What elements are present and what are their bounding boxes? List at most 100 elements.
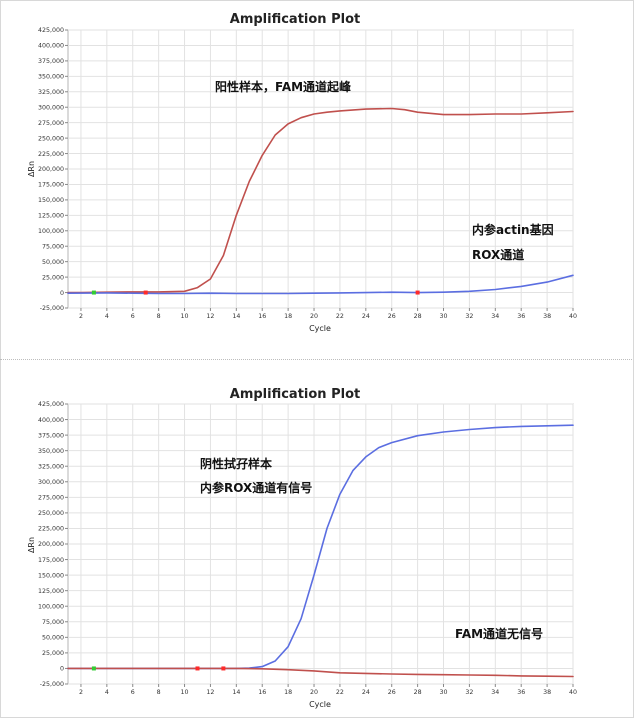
y-tick-label: 325,000 — [38, 89, 64, 96]
y-tick-label: 125,000 — [38, 588, 64, 595]
series-line-2 — [67, 667, 574, 678]
x-tick-label: 8 — [157, 313, 161, 320]
x-tick-label: 24 — [362, 689, 370, 696]
y-tick-label: 175,000 — [38, 182, 64, 189]
gridlines — [65, 403, 574, 687]
x-tick-label: 30 — [440, 689, 448, 696]
y-tick-label: 25,000 — [42, 650, 64, 657]
y-tick-label: 375,000 — [38, 432, 64, 439]
x-tick-label: 12 — [206, 313, 214, 320]
y-tick-label: 100,000 — [38, 603, 64, 610]
y-tick-label: 225,000 — [38, 151, 64, 158]
threshold-markers — [91, 666, 226, 671]
threshold-marker — [143, 290, 148, 295]
chart-2-svg: -25,000 0 25,000 50,000 75,000 100,000 125,000… — [27, 387, 577, 709]
x-tick-label: 4 — [105, 689, 109, 696]
y-tick-label: 275,000 — [38, 495, 64, 502]
x-tick-label: 18 — [284, 313, 292, 320]
x-tick-label: 30 — [440, 313, 448, 320]
y-tick-label: 225,000 — [38, 526, 64, 533]
annotation-actin-gene: 内参actin基因 — [472, 222, 554, 237]
x-tick-label: 26 — [388, 689, 396, 696]
y-tick-label: 150,000 — [38, 572, 64, 579]
chart-title: Amplification Plot — [230, 387, 360, 402]
y-tick-label: 400,000 — [38, 417, 64, 424]
y-tick-label: 275,000 — [38, 120, 64, 127]
y-tick-label: 300,000 — [38, 104, 64, 111]
series-lines — [67, 107, 574, 295]
x-tick-labels: 2 4 6 8 10 12 14 16 18 20 22 24 26 28 30 32 34 36 38 40 — [79, 313, 577, 320]
annotation-fam-positive: 阳性样本，FAM通道起峰 — [215, 79, 352, 94]
y-tick-label: 325,000 — [38, 463, 64, 470]
annotation-rox-signal: 内参ROX通道有信号 — [200, 480, 312, 495]
x-tick-label: 36 — [517, 689, 525, 696]
x-tick-label: 36 — [517, 313, 525, 320]
series-line-2 — [67, 274, 574, 295]
x-tick-label: 40 — [569, 313, 577, 320]
y-tick-labels: -25,000 0 25,000 50,000 75,000 100,000 125,000… — [38, 27, 64, 312]
x-tick-label: 8 — [157, 689, 161, 696]
x-tick-label: 34 — [491, 689, 499, 696]
x-tick-label: 4 — [105, 313, 109, 320]
x-tick-label: 2 — [79, 313, 83, 320]
x-tick-label: 24 — [362, 313, 370, 320]
y-tick-label: 0 — [60, 290, 64, 297]
y-tick-label: 100,000 — [38, 228, 64, 235]
y-axis-label: ΔRn — [27, 537, 36, 553]
annotation-negative-swab: 阴性拭孖样本 — [200, 456, 272, 471]
x-tick-label: 34 — [491, 313, 499, 320]
y-tick-label: 425,000 — [38, 27, 64, 34]
y-axis-label: ΔRn — [27, 161, 36, 177]
x-axis-label: Cycle — [309, 700, 331, 709]
x-tick-label: 18 — [284, 689, 292, 696]
chart-1-svg: -25,000 0 25,000 50,000 75,000 100,000 125,000… — [27, 12, 577, 333]
x-tick-label: 16 — [258, 689, 266, 696]
y-tick-label: 50,000 — [42, 635, 64, 642]
y-tick-label: 250,000 — [38, 510, 64, 517]
y-tick-label: 350,000 — [38, 74, 64, 81]
panel-separator — [0, 359, 632, 360]
annotation-fam-no-signal: FAM通道无信号 — [455, 626, 543, 641]
x-tick-label: 40 — [569, 689, 577, 696]
series-lines — [67, 424, 574, 678]
y-tick-label: -25,000 — [40, 305, 64, 312]
x-tick-label: 22 — [336, 313, 344, 320]
y-tick-label: 400,000 — [38, 43, 64, 50]
threshold-marker — [195, 666, 200, 671]
y-tick-label: -25,000 — [40, 681, 64, 688]
annotation-rox-channel: ROX通道 — [472, 247, 524, 262]
threshold-marker — [91, 666, 96, 671]
y-tick-label: 200,000 — [38, 541, 64, 548]
y-tick-label: 125,000 — [38, 213, 64, 220]
y-tick-label: 200,000 — [38, 166, 64, 173]
y-tick-label: 350,000 — [38, 448, 64, 455]
x-tick-label: 32 — [465, 313, 473, 320]
x-tick-label: 16 — [258, 313, 266, 320]
x-tick-label: 28 — [414, 689, 422, 696]
x-tick-label: 14 — [232, 689, 240, 696]
y-tick-label: 150,000 — [38, 197, 64, 204]
x-tick-label: 32 — [465, 689, 473, 696]
threshold-marker — [415, 290, 420, 295]
x-axis-label: Cycle — [309, 324, 331, 333]
x-tick-label: 14 — [232, 313, 240, 320]
x-tick-label: 38 — [543, 689, 551, 696]
series-line-1 — [67, 107, 574, 294]
x-tick-label: 28 — [414, 313, 422, 320]
x-tick-label: 26 — [388, 313, 396, 320]
x-tick-label: 10 — [181, 313, 189, 320]
x-tick-label: 6 — [131, 689, 135, 696]
threshold-marker — [91, 290, 96, 295]
y-tick-label: 0 — [60, 666, 64, 673]
x-tick-label: 12 — [206, 689, 214, 696]
x-tick-label: 20 — [310, 313, 318, 320]
x-tick-label: 2 — [79, 689, 83, 696]
y-tick-label: 425,000 — [38, 401, 64, 408]
y-tick-label: 375,000 — [38, 58, 64, 65]
y-tick-label: 25,000 — [42, 274, 64, 281]
x-tick-label: 6 — [131, 313, 135, 320]
y-tick-label: 175,000 — [38, 557, 64, 564]
y-tick-label: 300,000 — [38, 479, 64, 486]
y-tick-label: 250,000 — [38, 135, 64, 142]
x-tick-label: 38 — [543, 313, 551, 320]
